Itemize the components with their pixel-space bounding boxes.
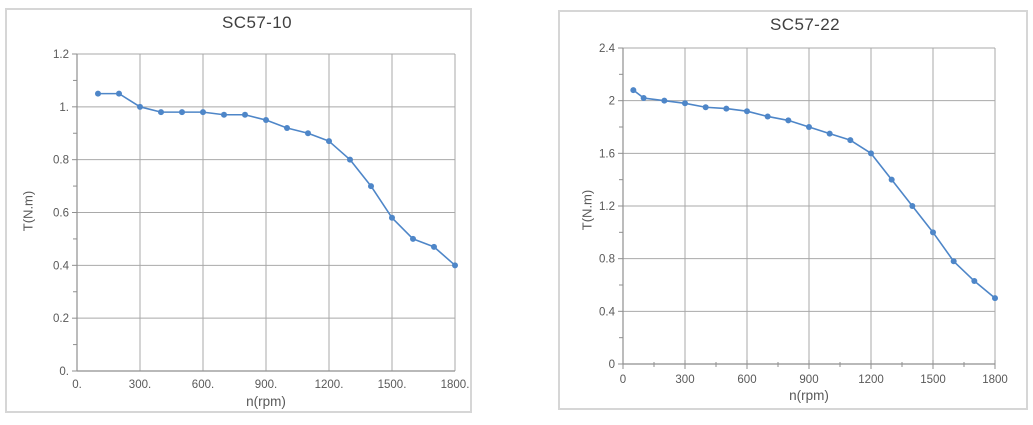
- data-point-marker: [682, 100, 688, 107]
- x-tick-label: 900.: [255, 379, 277, 391]
- y-tick-label: 0.: [59, 366, 69, 378]
- data-point-marker: [389, 214, 395, 221]
- data-point-marker: [909, 203, 916, 209]
- data-point-marker: [930, 229, 936, 236]
- data-point-marker: [452, 262, 458, 269]
- data-point-marker: [221, 111, 227, 118]
- y-tick-label: 1.6: [599, 148, 615, 160]
- data-point-marker: [410, 235, 416, 242]
- y-tick-label: 0.8: [53, 155, 69, 167]
- data-point-marker: [888, 176, 895, 183]
- data-point-marker: [868, 150, 874, 157]
- y-axis-title: T(N.m): [579, 189, 595, 231]
- series-line: [632, 89, 996, 299]
- x-tick-label: 1800.: [441, 379, 470, 391]
- data-point-marker: [630, 87, 637, 94]
- data-point-marker: [95, 90, 101, 97]
- data-point-marker: [347, 156, 353, 163]
- data-point-marker: [242, 111, 248, 118]
- chart-title: SC57-22: [770, 15, 840, 34]
- data-point-marker: [263, 117, 269, 124]
- x-tick-label: 0: [620, 374, 626, 386]
- y-tick-label: 0.4: [599, 306, 616, 318]
- x-tick-label: 300: [675, 374, 694, 386]
- data-point-marker: [744, 108, 750, 115]
- y-tick-label: 1.2: [53, 49, 69, 61]
- data-point-marker: [950, 258, 957, 265]
- x-tick-label: 1200.: [315, 379, 344, 391]
- y-tick-label: 0.8: [599, 254, 615, 266]
- data-point-marker: [971, 278, 978, 285]
- data-point-marker: [116, 90, 122, 97]
- y-tick-label: 0.2: [53, 313, 69, 325]
- x-tick-label: 600.: [192, 379, 214, 391]
- chart-panel-sc57-10: 0. 300. 600. 900. 1200. 1500. 1800. 0. 0.2 0.4 0.6…: [5, 8, 472, 413]
- y-tick-label: 1.: [59, 102, 69, 114]
- y-tick-label: 1.2: [599, 201, 615, 213]
- data-point-marker: [284, 124, 290, 131]
- x-tick-label: 1500.: [378, 379, 407, 391]
- x-tick-label: 900: [799, 374, 818, 386]
- x-tick-label: 0.: [72, 379, 82, 391]
- data-point-marker: [661, 97, 668, 104]
- y-tick-label: 2: [609, 96, 615, 108]
- y-tick-label: 0.6: [53, 208, 69, 220]
- data-point-marker: [431, 243, 437, 250]
- data-point-marker: [179, 109, 185, 116]
- x-tick-label: 300.: [129, 379, 151, 391]
- x-tick-label: 1800: [982, 374, 1008, 386]
- series-line: [97, 92, 456, 267]
- x-tick-label: 1200: [858, 374, 884, 386]
- chart-title: SC57-10: [222, 13, 292, 32]
- data-point-marker: [723, 105, 730, 112]
- data-point-marker: [826, 130, 833, 137]
- y-tick-label: 0.4: [53, 260, 70, 272]
- data-point-marker: [847, 137, 854, 144]
- data-point-marker: [305, 130, 311, 137]
- x-axis-title: n(rpm): [246, 394, 286, 409]
- data-point-marker: [992, 295, 998, 302]
- y-tick-label: 0: [609, 359, 615, 371]
- data-point-marker: [200, 109, 206, 116]
- data-point-marker: [806, 124, 812, 130]
- x-tick-label: 1500: [920, 374, 946, 386]
- chart-panel-sc57-22: 0 300 600 900 1200 1500 1800 0 0.4 0.8 1.2 1.6 2 2.4 …: [558, 10, 1028, 410]
- data-point-marker: [702, 104, 709, 111]
- chart-plot-sc57-10: 0. 300. 600. 900. 1200. 1500. 1800. 0. 0.2 0.4 0.6…: [53, 49, 470, 391]
- data-point-marker: [326, 138, 332, 145]
- y-axis-title: T(N.m): [20, 190, 36, 231]
- data-point-marker: [368, 183, 374, 190]
- data-point-marker: [640, 95, 647, 102]
- y-tick-label: 2.4: [599, 43, 616, 55]
- data-point-marker: [785, 117, 792, 124]
- chart-plot-sc57-22: 0 300 600 900 1200 1500 1800 0 0.4 0.8 1.2 1.6 2 2.4: [599, 43, 1008, 386]
- data-point-marker: [137, 103, 143, 110]
- x-tick-label: 600: [737, 374, 756, 386]
- data-point-marker: [158, 109, 164, 116]
- x-axis-title: n(rpm): [789, 388, 829, 403]
- data-point-marker: [764, 113, 771, 120]
